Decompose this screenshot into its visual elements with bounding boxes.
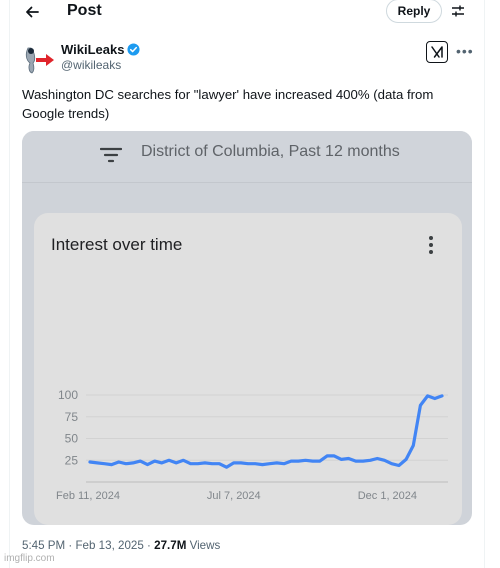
data-point (189, 462, 192, 465)
tune-icon[interactable] (450, 3, 466, 19)
filter-description: District of Columbia, Past 12 months (141, 143, 400, 160)
y-tick-label: 50 (65, 432, 79, 446)
y-tick-label: 75 (65, 410, 79, 424)
data-point (340, 458, 343, 461)
data-point (95, 461, 99, 465)
data-point (419, 404, 422, 407)
series-line (88, 394, 444, 469)
data-point (124, 462, 128, 465)
data-point (304, 459, 307, 462)
data-point (146, 463, 149, 466)
data-point (110, 463, 113, 466)
data-point (88, 460, 92, 464)
data-point (268, 462, 271, 465)
y-tick-label: 100 (58, 388, 78, 402)
data-point (412, 444, 415, 447)
filter-bar: District of Columbia, Past 12 months (22, 131, 472, 183)
data-point (160, 461, 164, 465)
chart-title: Interest over time (51, 235, 183, 254)
watermark: imgflip.com (4, 553, 55, 564)
data-point (282, 462, 286, 465)
verified-badge-icon (127, 43, 141, 56)
data-point (232, 461, 235, 465)
data-point (318, 459, 322, 463)
frame-border-left (9, 0, 10, 568)
data-point (383, 459, 386, 462)
data-point (239, 461, 243, 465)
views-count: 27.7M (154, 539, 187, 552)
top-bar: Post Reply (0, 0, 500, 24)
y-tick-label: 25 (65, 453, 79, 467)
data-point (196, 462, 199, 465)
reply-button[interactable]: Reply (386, 0, 442, 23)
data-point (246, 462, 250, 465)
author-handle[interactable]: @wikileaks (61, 58, 122, 72)
data-point (103, 462, 106, 465)
data-point (153, 459, 156, 463)
x-tick-label: Jul 7, 2024 (207, 490, 261, 502)
data-point (167, 459, 171, 462)
data-point (261, 463, 264, 466)
data-point (254, 462, 257, 465)
post-meta: 5:45 PM · Feb 13, 2025 · 27.7M Views (22, 539, 220, 552)
data-point (297, 459, 300, 463)
avatar[interactable] (22, 42, 56, 76)
data-point (175, 461, 178, 465)
data-point (433, 397, 437, 400)
page-title: Post (67, 2, 102, 19)
author-name[interactable]: WikiLeaks (61, 42, 141, 57)
views-label: Views (186, 539, 221, 552)
author-name-text: WikiLeaks (61, 42, 125, 57)
trend-line-chart: 100 75 50 25 Feb 11, 2024 Jul 7, 2024 Dec 1, 2… (56, 388, 448, 502)
data-point (404, 458, 408, 461)
back-button[interactable] (22, 2, 42, 22)
data-point (397, 464, 401, 467)
timestamp[interactable]: 5:45 PM · Feb 13, 2025 · (22, 539, 155, 552)
x-tick-label: Dec 1, 2024 (358, 490, 417, 502)
back-arrow-icon (26, 6, 39, 18)
data-point (275, 461, 278, 465)
data-point (210, 462, 214, 465)
data-point (354, 459, 357, 463)
data-point (368, 459, 372, 462)
data-point (182, 459, 185, 462)
frame-border-right (484, 0, 485, 568)
data-point (117, 460, 120, 464)
data-point (218, 462, 221, 465)
data-point (440, 394, 444, 398)
post-text: Washington DC searches for "lawyer' have… (22, 87, 434, 121)
data-point (203, 461, 207, 465)
interest-over-time-card: Interest over time 100 75 50 25 Feb 11, 2024… (34, 213, 462, 525)
post-media-image[interactable]: District of Columbia, Past 12 months Int… (22, 131, 472, 525)
data-point (131, 461, 135, 465)
data-point (333, 454, 336, 458)
data-point (347, 457, 350, 460)
kebab-menu-icon[interactable] (427, 235, 435, 255)
data-point (139, 459, 142, 463)
data-point (426, 394, 429, 398)
x-tick-label: Feb 11, 2024 (56, 490, 120, 502)
data-point (289, 459, 293, 463)
data-point (390, 462, 393, 465)
filter-list-icon[interactable] (100, 146, 122, 164)
data-point (311, 459, 314, 463)
grok-icon (431, 46, 443, 58)
data-point (325, 454, 329, 458)
more-options-icon[interactable]: ••• (456, 43, 474, 59)
data-point (376, 457, 379, 460)
data-point (361, 459, 365, 463)
data-point (225, 466, 228, 469)
grok-button[interactable] (426, 41, 448, 63)
